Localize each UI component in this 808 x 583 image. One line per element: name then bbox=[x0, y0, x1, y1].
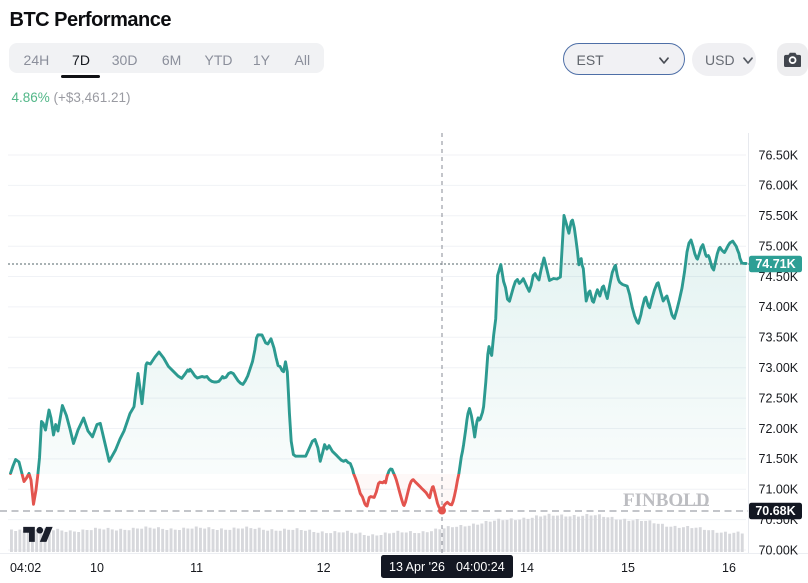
svg-text:74.00K: 74.00K bbox=[759, 300, 799, 314]
svg-text:75.50K: 75.50K bbox=[759, 209, 799, 223]
svg-text:14: 14 bbox=[520, 561, 534, 575]
svg-text:74.71K: 74.71K bbox=[755, 257, 795, 271]
svg-text:75.00K: 75.00K bbox=[759, 240, 799, 254]
svg-text:16: 16 bbox=[722, 561, 736, 575]
svg-text:74.50K: 74.50K bbox=[759, 270, 799, 284]
svg-text:73.00K: 73.00K bbox=[759, 361, 799, 375]
svg-text:72.50K: 72.50K bbox=[759, 391, 799, 405]
svg-text:10: 10 bbox=[90, 561, 104, 575]
svg-text:70.68K: 70.68K bbox=[755, 504, 795, 518]
svg-text:13 Apr '26: 13 Apr '26 bbox=[389, 560, 445, 574]
svg-text:76.00K: 76.00K bbox=[759, 179, 799, 193]
svg-text:72.00K: 72.00K bbox=[759, 422, 799, 436]
svg-text:71.50K: 71.50K bbox=[759, 452, 799, 466]
svg-text:04:00:24: 04:00:24 bbox=[456, 560, 505, 574]
svg-text:11: 11 bbox=[190, 561, 203, 575]
svg-text:FINBOLD: FINBOLD bbox=[623, 490, 710, 511]
svg-text:04:02: 04:02 bbox=[10, 561, 41, 575]
svg-text:15: 15 bbox=[621, 561, 635, 575]
svg-text:73.50K: 73.50K bbox=[759, 331, 799, 345]
svg-text:70.00K: 70.00K bbox=[759, 543, 799, 557]
svg-text:12: 12 bbox=[317, 561, 331, 575]
svg-text:76.50K: 76.50K bbox=[759, 148, 799, 162]
svg-text:71.00K: 71.00K bbox=[759, 483, 799, 497]
